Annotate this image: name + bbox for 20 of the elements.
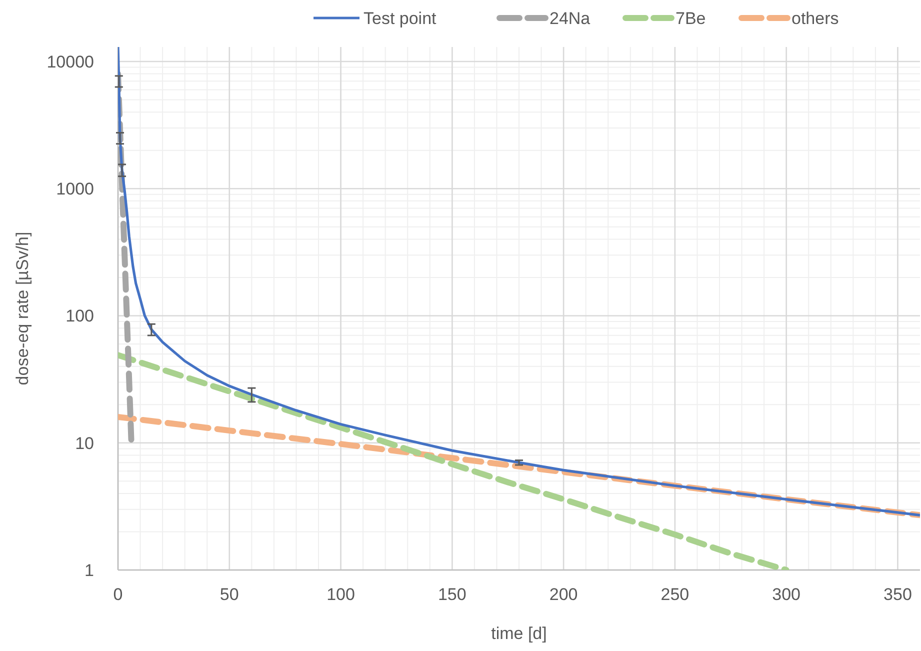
y-tick-label: 1	[84, 561, 94, 580]
x-axis-title: time [d]	[491, 624, 547, 643]
x-tick-label: 50	[220, 585, 239, 604]
y-axis-title: dose-eq rate [µSv/h]	[13, 232, 32, 386]
legend-label: Test point	[364, 9, 437, 28]
x-tick-label: 250	[660, 585, 690, 604]
y-tick-label: 10	[75, 434, 94, 453]
x-tick-label: 0	[113, 585, 123, 604]
x-tick-label: 200	[549, 585, 578, 604]
y-tick-label: 1000	[56, 180, 94, 199]
legend-label: 24Na	[550, 9, 591, 28]
x-tick-label: 300	[772, 585, 801, 604]
x-tick-label: 150	[438, 585, 466, 604]
y-tick-label: 10000	[46, 52, 94, 72]
line-series	[118, 47, 920, 516]
x-tick-label: 350	[884, 585, 912, 604]
x-tick-label: 100	[326, 585, 355, 604]
legend-label: 7Be	[676, 9, 706, 28]
y-tick-label: 100	[66, 306, 94, 326]
legend-label: others	[792, 9, 839, 28]
